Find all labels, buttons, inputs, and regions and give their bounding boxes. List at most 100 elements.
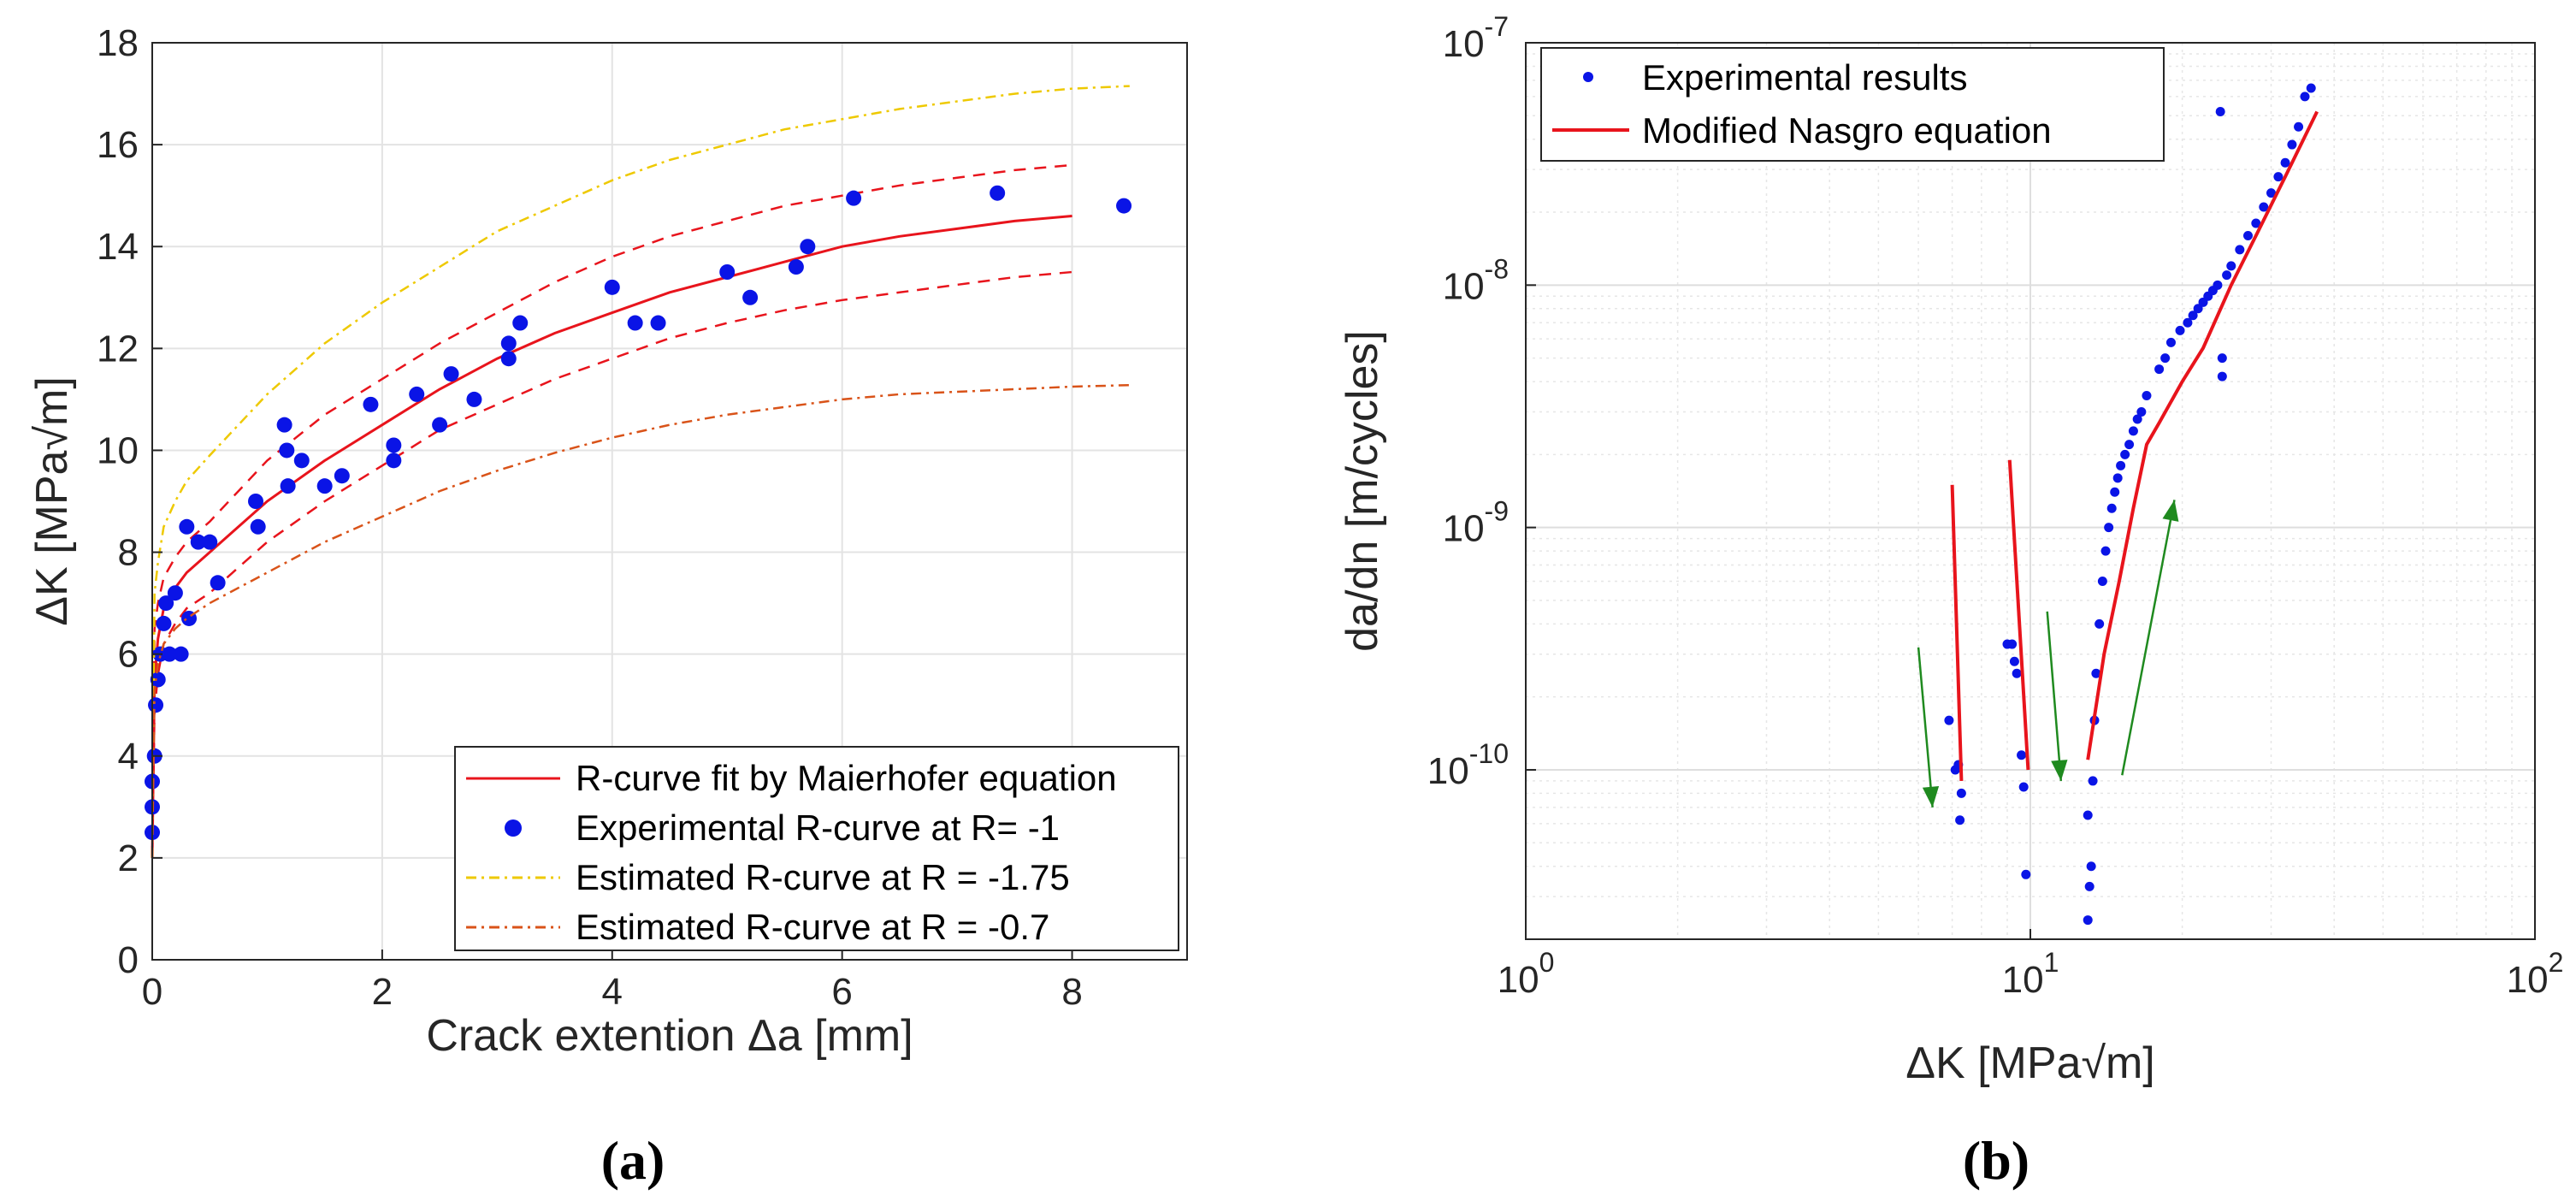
chart-a-legend: R-curve fit by Maierhofer equation Experi…	[454, 746, 1179, 951]
chart-b-point-54	[2287, 139, 2297, 150]
chart-b-point-23	[2106, 503, 2117, 513]
chart-b-xtick-exp-0: 0	[1539, 947, 1555, 978]
chart-b-point-45	[2222, 270, 2232, 281]
chart-b-arrow-head-2	[2162, 500, 2179, 522]
chart-b-point-34	[2160, 353, 2171, 364]
chart-b-xtick-label-0: 100	[1498, 947, 1555, 1001]
chart-a-point-3-19	[276, 417, 292, 433]
chart-b-point-36	[2175, 325, 2185, 335]
chart-b-xtick-label-1: 101	[2002, 947, 2059, 1001]
chart-a-xtick-label-1: 2	[372, 971, 393, 1013]
chart-a-point-3-40	[788, 259, 804, 275]
chart-b-point-26	[2116, 460, 2126, 470]
chart-a-xtick-label-4: 8	[1061, 971, 1082, 1013]
chart-b-point-0	[1944, 715, 1954, 725]
chart-a-series	[145, 85, 1132, 858]
chart-a-point-3-44	[1116, 198, 1132, 214]
chart-a-point-3-39	[742, 289, 759, 305]
chart-a-legend-box	[454, 746, 1179, 951]
chart-b-point-24	[2110, 487, 2120, 497]
chart-b-arrow-head-0	[1922, 786, 1940, 808]
chart-a-ytick-label-6: 12	[97, 328, 139, 370]
chart-a-point-3-33	[500, 351, 517, 367]
chart-b-point-53	[2280, 157, 2290, 168]
chart-b-point-46	[2226, 261, 2236, 271]
chart-b-point-8	[2012, 668, 2022, 678]
chart-b-legend-marker-0	[1583, 72, 1593, 82]
chart-a-legend-label-0: R-curve fit by Maierhofer equation	[576, 758, 1117, 798]
chart-a-ytick-label-5: 10	[97, 429, 139, 471]
chart-a-frame	[151, 42, 1188, 961]
chart-b-point-50	[2259, 202, 2269, 212]
chart-b-legend-label-0: Experimental results	[1642, 57, 1967, 98]
chart-b-point-57	[2306, 83, 2316, 93]
chart-b-ytick-label-0: 10-10	[1427, 738, 1509, 792]
chart-b-ytick-label-1: 10-9	[1443, 496, 1509, 550]
chart-a-ytick-label-1: 2	[118, 837, 139, 879]
chart-a-point-3-25	[363, 396, 379, 412]
chart-b-arrow-shaft-0	[1917, 647, 1934, 808]
chart-b-point-13	[2084, 881, 2094, 891]
chart-a-ytick-label-8: 16	[97, 124, 139, 166]
chart-b-ytick-label-3: 10-7	[1443, 11, 1509, 65]
chart-b-point-59	[2215, 106, 2225, 116]
chart-b-point-21	[2100, 546, 2111, 556]
chart-b-point-47	[2235, 245, 2245, 255]
chart-a-point-3-5	[150, 671, 166, 688]
chart-a-series-line-2	[151, 270, 1072, 858]
chart-a-point-3-41	[800, 239, 816, 255]
chart-a-point-3-42	[846, 190, 862, 206]
chart-b-fit-segment-0	[1950, 484, 1964, 781]
chart-a-point-3-27	[386, 453, 402, 469]
chart-b-arrow-shaft-1	[2046, 611, 2063, 782]
chart-b-point-51	[2266, 188, 2277, 198]
chart-b-point-56	[2300, 92, 2310, 102]
chart-a-ytick-label-0: 0	[118, 939, 139, 981]
chart-b-legend: Experimental results Modified Nasgro equa…	[1540, 47, 2165, 162]
chart-a-legend-marker-1	[505, 819, 522, 837]
chart-b-point-18	[2091, 668, 2101, 678]
chart-b-ytick-label-2: 10-8	[1443, 253, 1509, 307]
chart-a-point-3-9	[162, 646, 178, 662]
chart-b-point-25	[2112, 473, 2123, 483]
chart-b-point-44	[2217, 353, 2227, 364]
chart-b-xtick-label-2: 102	[2507, 947, 2564, 1001]
chart-b-point-22	[2104, 523, 2114, 533]
chart-b-arrow-head-1	[2051, 760, 2068, 781]
chart-b-point-32	[2142, 390, 2152, 400]
chart-a-point-3-43	[990, 185, 1006, 201]
chart-a-point-3-32	[500, 335, 517, 352]
chart-a-point-3-28	[409, 386, 425, 402]
chart-a-point-3-29	[432, 417, 448, 433]
chart-b-point-3	[1956, 788, 1966, 798]
chart-a-xtick-label-3: 6	[831, 971, 852, 1013]
chart-a-point-3-17	[248, 494, 263, 509]
chart-b-point-55	[2294, 121, 2304, 132]
chart-b-point-49	[2251, 218, 2261, 228]
chart-b-panel-label: (b)	[1963, 1130, 2029, 1191]
chart-b-point-4	[1955, 815, 1965, 825]
chart-a-xlabel: Crack extention Δa [mm]	[426, 1011, 913, 1061]
chart-b-point-9	[2017, 750, 2027, 760]
chart-b-point-52	[2273, 172, 2284, 182]
chart-a-point-3-26	[386, 437, 402, 453]
chart-a-series-line-4	[151, 85, 1130, 858]
chart-a-ytick-label-9: 18	[97, 22, 139, 64]
chart-a-legend-label-2: Estimated R-curve at R = -1.75	[576, 857, 1070, 897]
chart-b-point-39	[2193, 304, 2203, 314]
chart-a-point-3-38	[719, 264, 736, 280]
chart-a-ylabel: ΔK [MPa√m]	[27, 376, 77, 626]
chart-b-arrow-shaft-2	[2121, 500, 2176, 776]
chart-b-point-7	[2009, 656, 2019, 666]
chart-a-ticks: 0 2 4 6 8 0 2 4 6 8 10 12 14 16 18	[97, 22, 1083, 1013]
chart-a-point-3-21	[280, 478, 296, 494]
chart-a-series-line-5	[151, 383, 1130, 858]
chart-a-point-3-18	[250, 518, 266, 535]
chart-a-point-3-11	[173, 646, 189, 662]
chart-b-fit-segment-2	[2086, 110, 2319, 760]
chart-b-point-30	[2132, 414, 2142, 424]
chart-a-point-3-30	[443, 366, 459, 382]
chart-b-point-31	[2136, 406, 2147, 417]
chart-a-point-3-36	[627, 315, 643, 331]
